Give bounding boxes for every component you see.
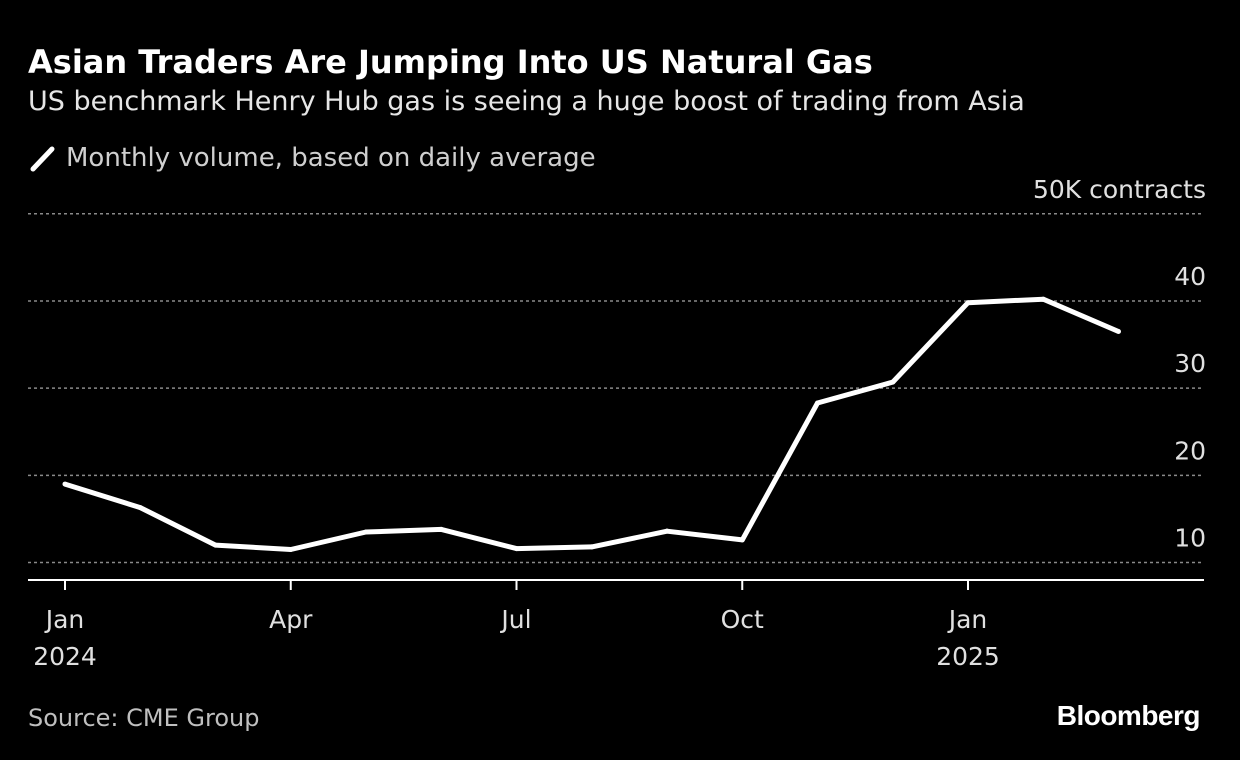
legend-line-swatch: [28, 140, 58, 176]
series-line-0: [64, 296, 1120, 552]
data-point-14: [1116, 328, 1121, 334]
y-tick-label-50: 50K contracts: [1033, 175, 1206, 204]
chart-legend: Monthly volume, based on daily average: [28, 140, 596, 176]
y-tick-label-30: 30: [1174, 349, 1206, 378]
y-tick-label-40: 40: [1174, 262, 1206, 291]
data-point-7: [589, 544, 595, 550]
data-point-12: [965, 300, 971, 306]
x-tick-year-label-0: 2024: [33, 642, 97, 671]
data-point-8: [664, 528, 670, 534]
data-point-3: [288, 546, 294, 552]
data-point-2: [213, 542, 218, 548]
y-tick-label-20: 20: [1174, 436, 1206, 465]
x-tick-label-3: Oct: [721, 605, 764, 634]
data-point-4: [363, 529, 369, 535]
y-tick-label-10: 10: [1174, 524, 1206, 553]
bloomberg-logo: Bloomberg: [1056, 700, 1201, 731]
data-point-6: [514, 546, 519, 552]
data-point-0: [62, 481, 68, 487]
x-tick-label-1: Apr: [269, 605, 313, 634]
data-point-5: [438, 526, 444, 532]
data-point-10: [815, 400, 820, 406]
source-note: Source: CME Group: [28, 704, 260, 732]
x-tick-year-label-4: 2025: [936, 642, 1000, 671]
chart-title: Asian Traders Are Jumping Into US Natura…: [28, 43, 873, 81]
legend-label: Monthly volume, based on daily average: [66, 143, 596, 173]
data-point-13: [1040, 296, 1046, 302]
x-tick-label-0: Jan: [44, 605, 85, 634]
x-tick-label-2: Jul: [499, 605, 531, 634]
data-point-9: [739, 537, 745, 543]
chart-subtitle: US benchmark Henry Hub gas is seeing a h…: [28, 86, 1025, 117]
data-point-11: [890, 379, 896, 385]
x-tick-label-4: Jan: [947, 605, 988, 634]
data-point-1: [137, 505, 143, 511]
